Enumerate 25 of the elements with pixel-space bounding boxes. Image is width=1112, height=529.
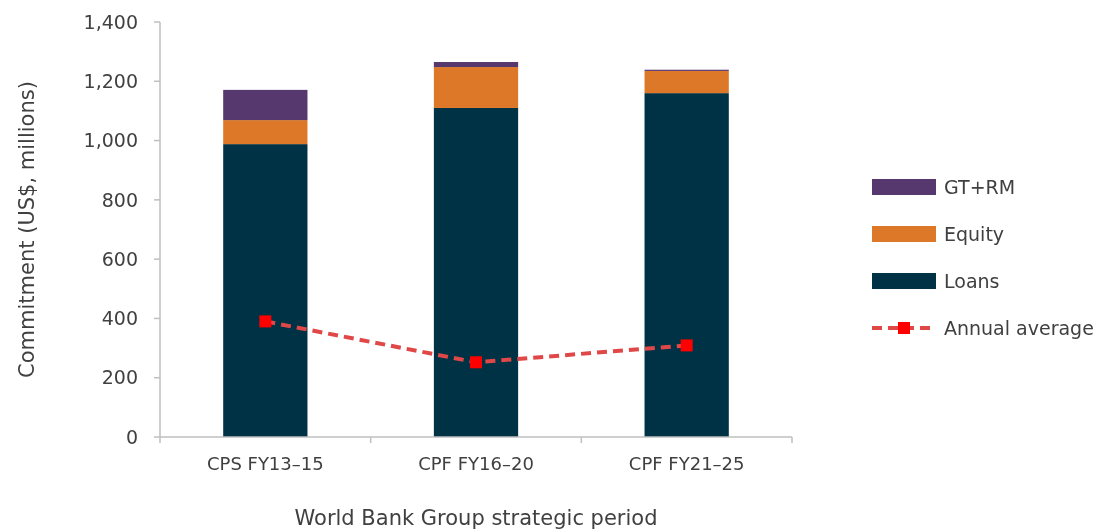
y-tick-label: 1,200: [83, 69, 138, 92]
y-tick-label: 200: [101, 366, 138, 389]
y-tick-label: 0: [125, 425, 138, 448]
bar: [433, 107, 519, 437]
bar: [433, 62, 519, 68]
legend-label: GT+RM: [944, 175, 1016, 198]
bar: [644, 93, 729, 437]
y-tick-label: 1,400: [83, 10, 138, 33]
y-axis-title: Commitment (US$, millions): [15, 81, 39, 378]
x-tick-label: CPS FY13–15: [206, 453, 324, 474]
y-tick-label: 1,000: [83, 129, 138, 152]
x-axis-title: World Bank Group strategic period: [294, 506, 658, 529]
y-tick-label: 600: [101, 247, 138, 270]
y-tick-label: 800: [101, 188, 138, 211]
legend-label: Equity: [944, 222, 1005, 245]
bar: [433, 67, 519, 108]
legend-label: Annual average: [944, 316, 1094, 339]
bar: [223, 120, 308, 145]
y-tick-label: 400: [101, 307, 138, 330]
bar: [223, 144, 308, 437]
x-tick-label: CPF FY16–20: [418, 453, 534, 474]
bar: [644, 70, 729, 94]
x-tick-label: CPF FY21–25: [628, 453, 745, 474]
legend-label: Loans: [944, 269, 1000, 292]
bar: [223, 89, 308, 121]
